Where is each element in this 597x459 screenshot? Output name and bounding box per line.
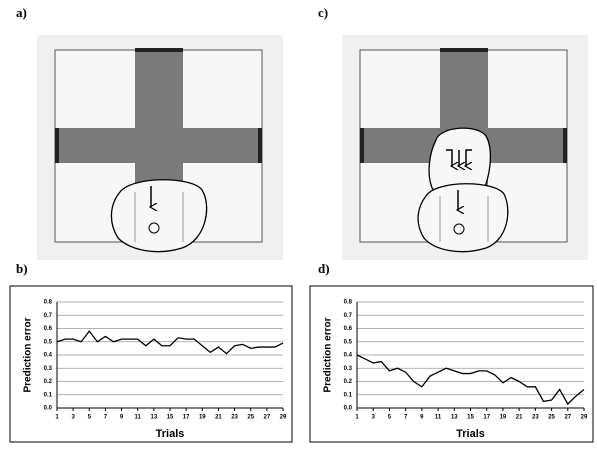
x-tick-label: 9 [420,415,424,421]
x-tick-label: 3 [372,415,376,421]
y-tick-label: 0.3 [44,366,53,372]
x-tick-label: 11 [135,415,142,421]
panel-label: c) [318,5,328,20]
chart-frame [309,285,594,443]
x-tick-label: 25 [247,415,254,421]
y-tick-label: 0.5 [344,339,353,345]
x-tick-label: 27 [564,415,571,421]
y-tick-label: 0.0 [44,406,53,412]
y-tick-label: 0.3 [344,366,353,372]
x-tick-label: 1 [355,415,359,421]
y-tick-label: 0.7 [44,313,53,319]
x-tick-label: 17 [183,415,190,421]
maze-diagram [342,35,588,260]
x-tick-label: 21 [215,415,222,421]
x-axis-label: Trials [456,428,485,440]
x-tick-label: 3 [71,415,75,421]
x-tick-label: 23 [231,415,238,421]
x-tick-label: 15 [167,415,174,421]
x-tick-label: 15 [467,415,474,421]
y-tick-label: 0.4 [44,353,53,359]
x-tick-label: 19 [199,415,206,421]
y-tick-label: 0.2 [344,379,353,385]
x-tick-label: 13 [151,415,158,421]
x-tick-label: 19 [500,415,507,421]
x-tick-label: 7 [104,415,108,421]
panel-label: b) [16,261,28,276]
x-tick-label: 1 [55,415,59,421]
y-tick-label: 0.6 [344,326,353,332]
x-tick-label: 9 [120,415,124,421]
x-tick-label: 13 [451,415,458,421]
y-tick-label: 0.1 [44,392,53,398]
data-line [356,354,585,406]
x-tick-label: 17 [483,415,490,421]
x-tick-label: 29 [280,415,287,421]
x-tick-label: 5 [388,415,392,421]
y-tick-label: 0.6 [44,326,53,332]
y-tick-label: 0.8 [44,300,53,306]
panel-label: d) [318,261,330,276]
y-tick-label: 0.1 [344,392,353,398]
y-axis-label: Prediction error [323,317,334,392]
x-tick-label: 21 [516,415,523,421]
x-tick-label: 29 [581,415,588,421]
panel-label: a) [16,5,27,20]
y-tick-label: 0.8 [344,300,353,306]
x-tick-label: 25 [548,415,555,421]
x-tick-label: 7 [404,415,408,421]
y-tick-label: 0.7 [344,313,353,319]
x-tick-label: 27 [264,415,271,421]
y-tick-label: 0.2 [44,379,53,385]
x-tick-label: 5 [88,415,92,421]
x-tick-label: 23 [532,415,539,421]
x-axis-label: Trials [156,428,185,440]
y-tick-label: 0.4 [344,353,353,359]
y-tick-label: 0.0 [344,406,353,412]
chart-frame [9,285,293,443]
data-line [56,330,284,355]
y-tick-label: 0.5 [44,339,53,345]
y-axis-label: Prediction error [23,317,34,392]
x-tick-label: 11 [435,415,442,421]
maze-diagram [37,35,283,260]
